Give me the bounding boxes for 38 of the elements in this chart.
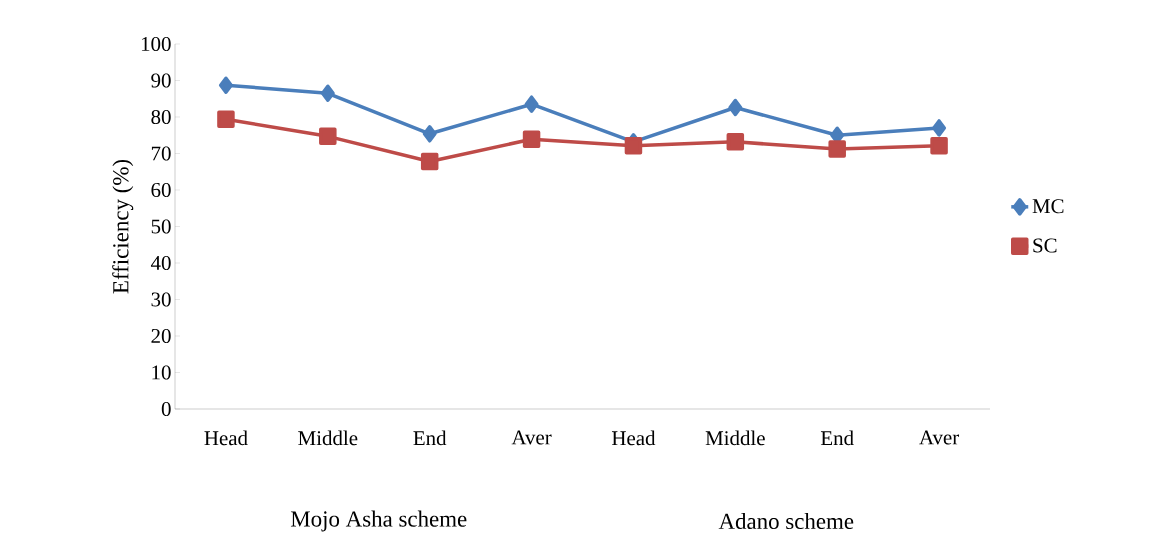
y-axis-title: Efficiency (%) — [112, 159, 134, 294]
point — [217, 110, 235, 128]
point — [420, 152, 439, 171]
point — [218, 76, 233, 94]
x-tick-label: Head — [204, 430, 248, 446]
point — [726, 133, 745, 151]
x-tick-label: Middle — [705, 430, 765, 446]
text: Adano scheme — [718, 512, 854, 530]
y-tick-label: 100 — [141, 36, 171, 52]
y-tick-label: 30 — [151, 292, 171, 307]
y-tick-label: 60 — [151, 182, 171, 198]
point — [422, 125, 437, 143]
x-tick-label: Head — [611, 430, 656, 446]
y-tick-label: 0 — [161, 401, 171, 417]
y-tick-label: 40 — [150, 255, 171, 271]
x-tick-label: Middle — [298, 430, 358, 446]
y-tick-label: 90 — [151, 73, 171, 88]
y-tick-label: 80 — [151, 109, 171, 125]
point — [524, 95, 539, 113]
point — [320, 84, 335, 103]
x-tick-label: End — [820, 430, 854, 446]
point — [624, 137, 643, 155]
point — [522, 130, 541, 149]
y-tick-label: 20 — [151, 328, 171, 344]
point — [828, 140, 846, 158]
y-tick-label: 50 — [151, 219, 171, 234]
y-tick-label: 70 — [151, 146, 171, 161]
legend-label: MC — [1032, 199, 1064, 214]
point — [930, 137, 948, 155]
point — [319, 127, 337, 146]
x-tick-label: Aver — [919, 430, 960, 445]
x-tick-label: End — [413, 430, 447, 446]
x-tick-label: Aver — [511, 430, 552, 445]
legend-label: SC — [1033, 238, 1057, 253]
y-tick-label: 10 — [152, 365, 171, 380]
point — [728, 98, 743, 117]
point — [932, 119, 947, 137]
text: Mojo Asha scheme — [290, 510, 467, 532]
